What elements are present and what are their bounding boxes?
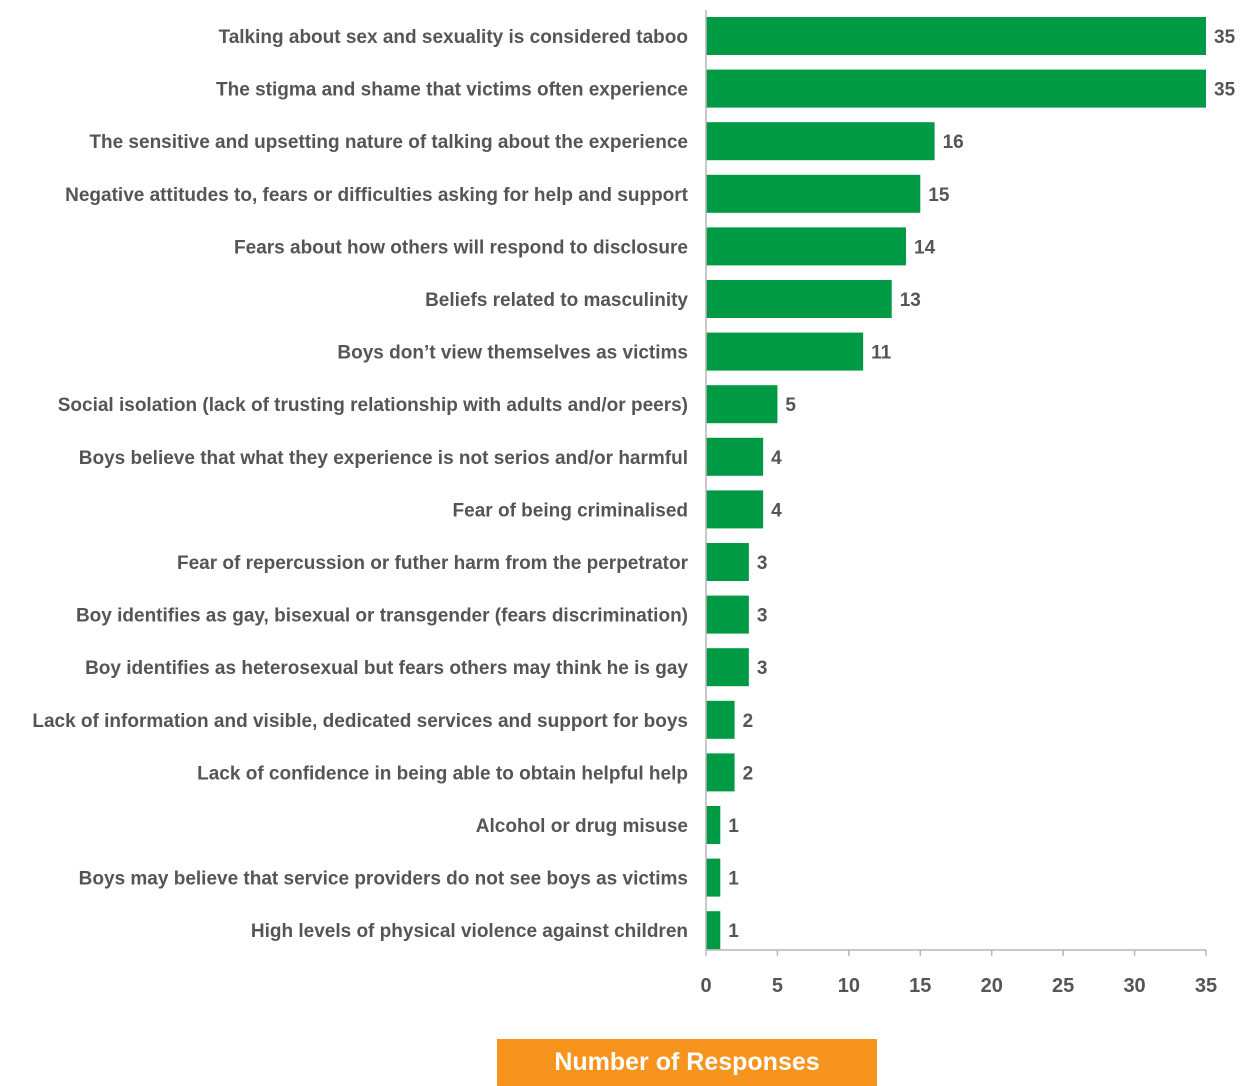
bar bbox=[706, 174, 921, 213]
category-label: Negative attitudes to, fears or difficul… bbox=[65, 185, 689, 206]
category-label: The stigma and shame that victims often … bbox=[216, 80, 688, 101]
data-label: 14 bbox=[914, 237, 936, 258]
bar bbox=[706, 595, 749, 634]
category-label: Fear of being criminalised bbox=[453, 500, 688, 521]
data-label: 4 bbox=[771, 500, 782, 521]
bar bbox=[706, 911, 721, 950]
data-label: 35 bbox=[1214, 27, 1236, 48]
bar bbox=[706, 17, 1206, 55]
bar bbox=[706, 806, 721, 844]
x-tick-label: 35 bbox=[1195, 975, 1217, 997]
bar bbox=[706, 490, 764, 529]
bar bbox=[706, 543, 749, 581]
bar bbox=[706, 437, 764, 476]
data-label: 15 bbox=[928, 185, 950, 206]
category-label: Boy identifies as gay, bisexual or trans… bbox=[76, 606, 688, 627]
bar bbox=[706, 227, 906, 266]
data-label: 1 bbox=[728, 816, 739, 837]
category-label: Talking about sex and sexuality is consi… bbox=[219, 27, 689, 48]
data-label: 3 bbox=[757, 606, 768, 627]
bar bbox=[706, 69, 1206, 108]
data-label: 16 bbox=[943, 132, 964, 153]
data-label: 3 bbox=[757, 553, 768, 574]
data-label: 3 bbox=[757, 658, 768, 679]
category-label: Beliefs related to masculinity bbox=[425, 290, 688, 311]
category-labels-group: Talking about sex and sexuality is consi… bbox=[32, 27, 688, 942]
x-axis-title-box: Number of Responses bbox=[497, 1039, 877, 1086]
data-label: 11 bbox=[871, 343, 892, 364]
x-axis-title: Number of Responses bbox=[554, 1048, 820, 1076]
data-label: 35 bbox=[1214, 80, 1236, 101]
x-tick-label: 15 bbox=[909, 975, 931, 997]
bar bbox=[706, 648, 749, 687]
category-label: Boy identifies as heterosexual but fears… bbox=[85, 658, 688, 679]
category-label: Lack of confidence in being able to obta… bbox=[197, 763, 688, 784]
bar bbox=[706, 122, 935, 161]
data-label: 13 bbox=[900, 290, 921, 311]
category-label: Social isolation (lack of trusting relat… bbox=[58, 395, 688, 416]
category-label: Lack of information and visible, dedicat… bbox=[32, 711, 688, 732]
bar bbox=[706, 280, 892, 318]
x-tick-label: 20 bbox=[981, 975, 1003, 997]
data-label: 4 bbox=[771, 448, 782, 469]
category-label: Fear of repercussion or futher harm from… bbox=[177, 553, 689, 574]
data-label: 2 bbox=[743, 711, 754, 732]
data-label: 1 bbox=[728, 921, 739, 942]
x-tick-label: 30 bbox=[1123, 975, 1145, 997]
category-label: Boys believe that what they experience i… bbox=[79, 448, 688, 469]
category-label: High levels of physical violence against… bbox=[251, 921, 688, 942]
x-tick-label: 10 bbox=[838, 975, 860, 997]
axes-group: 0 5 10 15 20 25 30 35 bbox=[700, 10, 1217, 997]
bar bbox=[706, 858, 721, 897]
x-tick-label: 0 bbox=[700, 975, 711, 997]
category-label: Boys don’t view themselves as victims bbox=[337, 343, 688, 364]
bar bbox=[706, 753, 735, 792]
x-tick-label: 5 bbox=[772, 975, 783, 997]
bars-group bbox=[706, 17, 1206, 950]
data-label: 5 bbox=[785, 395, 796, 416]
data-label: 2 bbox=[743, 763, 754, 784]
data-label: 1 bbox=[728, 869, 739, 890]
category-label: The sensitive and upsetting nature of ta… bbox=[89, 132, 688, 153]
bar bbox=[706, 385, 778, 424]
category-label: Boys may believe that service providers … bbox=[79, 869, 688, 890]
category-label: Fears about how others will respond to d… bbox=[234, 237, 688, 258]
x-tick-label: 25 bbox=[1052, 975, 1074, 997]
bar bbox=[706, 332, 864, 371]
bar bbox=[706, 700, 735, 739]
bar-chart: Talking about sex and sexuality is consi… bbox=[32, 10, 1236, 997]
category-label: Alcohol or drug misuse bbox=[476, 816, 688, 837]
